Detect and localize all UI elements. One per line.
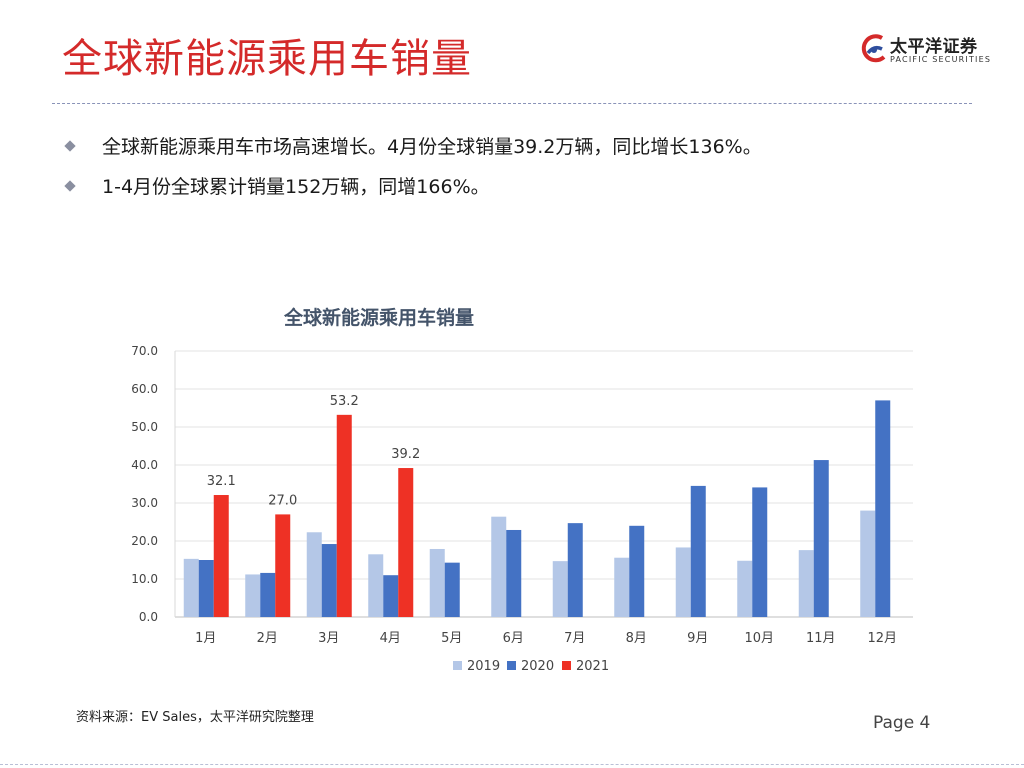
x-tick-label: 7月 xyxy=(564,631,585,646)
y-tick-label: 50.0 xyxy=(131,420,158,434)
bar-2021 xyxy=(275,514,291,617)
legend-swatch-2021 xyxy=(562,661,571,670)
bar-2020 xyxy=(690,485,706,617)
source-note: 资料来源：EV Sales，太平洋研究院整理 xyxy=(76,710,314,725)
legend-swatch-2020 xyxy=(507,661,516,670)
y-tick-label: 0.0 xyxy=(139,610,158,624)
bar-2021 xyxy=(213,495,229,617)
legend-label: 2020 xyxy=(521,659,554,674)
bar-2019 xyxy=(614,557,630,617)
x-tick-label: 8月 xyxy=(626,631,647,646)
x-tick-label: 1月 xyxy=(195,631,216,646)
bar-2019 xyxy=(552,561,568,617)
x-tick-label: 9月 xyxy=(687,631,708,646)
bar-2019 xyxy=(491,516,507,617)
data-label: 27.0 xyxy=(268,493,297,508)
data-label: 39.2 xyxy=(391,447,420,462)
logo-name-en: PACIFIC SECURITIES xyxy=(890,55,992,64)
bar-2019 xyxy=(245,574,261,617)
chart-title: 全球新能源乘用车销量 xyxy=(283,306,474,329)
bar-2020 xyxy=(260,572,276,617)
bar-2020 xyxy=(506,529,522,617)
bar-2021 xyxy=(398,468,414,617)
legend-swatch-2019 xyxy=(453,661,462,670)
y-tick-label: 60.0 xyxy=(131,382,158,396)
sales-chart: 全球新能源乘用车销量 0.0 10.0 20.0 30.0 40.0 50.0 60.0 70.… xyxy=(120,295,920,690)
footer-divider xyxy=(0,764,1024,765)
bar-2019 xyxy=(368,554,384,617)
company-logo: 太平洋证券 PACIFIC SECURITIES xyxy=(860,30,995,70)
y-tick-label: 70.0 xyxy=(131,344,158,358)
logo-mark-icon xyxy=(861,34,886,63)
data-label: 53.2 xyxy=(330,394,359,409)
x-tick-label: 10月 xyxy=(744,631,774,646)
y-tick-label: 30.0 xyxy=(131,496,158,510)
x-tick-label: 2月 xyxy=(257,631,278,646)
bar-2020 xyxy=(875,400,891,617)
bar-2021 xyxy=(336,414,352,617)
y-tick-label: 10.0 xyxy=(131,572,158,586)
slide-title: 全球新能源乘用车销量 xyxy=(62,36,472,82)
x-tick-label: 5月 xyxy=(441,631,462,646)
bar-2020 xyxy=(567,523,583,617)
logo-name-cn: 太平洋证券 xyxy=(890,37,978,57)
x-tick-label: 4月 xyxy=(380,631,401,646)
diamond-bullet-icon xyxy=(64,180,76,192)
bar-2019 xyxy=(675,547,691,617)
legend-label: 2019 xyxy=(467,659,500,674)
x-tick-label: 6月 xyxy=(503,631,524,646)
data-label: 32.1 xyxy=(207,474,236,489)
bar-2020 xyxy=(752,487,768,617)
x-tick-label: 11月 xyxy=(806,631,836,646)
bar-2019 xyxy=(429,548,445,617)
bar-2020 xyxy=(321,544,337,617)
legend-label: 2021 xyxy=(576,659,609,674)
chart-svg: 全球新能源乘用车销量 0.0 10.0 20.0 30.0 40.0 50.0 60.0 70.… xyxy=(131,306,913,674)
page-number: Page 4 xyxy=(873,713,931,733)
bar-2019 xyxy=(860,510,876,617)
y-tick-label: 20.0 xyxy=(131,534,158,548)
bar-2020 xyxy=(198,560,214,617)
bar-2020 xyxy=(813,460,829,617)
diamond-bullet-icon xyxy=(64,140,76,152)
title-divider xyxy=(52,103,972,104)
y-tick-label: 40.0 xyxy=(131,458,158,472)
bullet-text: 全球新能源乘用车市场高速增长。4月份全球销量39.2万辆，同比增长136%。 xyxy=(102,136,762,158)
bar-2020 xyxy=(444,562,460,617)
bullet-text: 1-4月份全球累计销量152万辆，同增166%。 xyxy=(102,176,490,198)
bar-2020 xyxy=(383,575,399,617)
x-tick-label: 12月 xyxy=(867,631,897,646)
bar-2020 xyxy=(629,525,645,617)
bar-2019 xyxy=(737,560,753,617)
x-tick-label: 3月 xyxy=(318,631,339,646)
bar-2019 xyxy=(306,532,322,617)
bar-2019 xyxy=(798,550,814,617)
bar-2019 xyxy=(183,558,199,617)
